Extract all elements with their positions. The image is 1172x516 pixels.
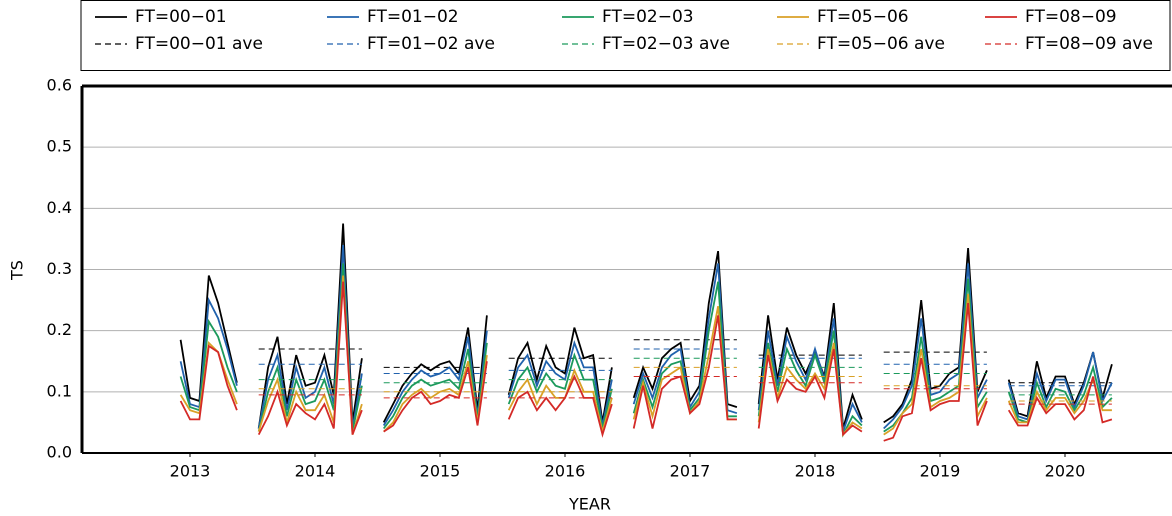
y-tick-label: 0.0	[47, 443, 72, 462]
legend-box	[80, 0, 1171, 71]
series-line	[258, 366, 1112, 402]
legend-label: FT=00−01	[135, 7, 227, 27]
legend-label: FT=05−06	[817, 7, 909, 27]
y-tick-label: 0.1	[47, 381, 72, 400]
x-tick-label: 2016	[545, 462, 586, 481]
x-tick-label: 2019	[920, 462, 961, 481]
legend-label: FT=00−01 ave	[135, 34, 263, 54]
y-tick-label: 0.4	[47, 198, 72, 217]
series-line	[258, 339, 1112, 384]
series-line	[258, 348, 1112, 387]
series-line	[258, 357, 1112, 396]
x-tick-label: 2013	[170, 462, 211, 481]
series-line	[179, 263, 1113, 438]
x-tick-label: 2020	[1045, 462, 1086, 481]
legend-label: FT=08−09 ave	[1025, 34, 1153, 54]
x-tick-label: 2017	[670, 462, 711, 481]
y-axis-label: TS	[8, 260, 27, 281]
legend-label: FT=01−02 ave	[367, 34, 495, 54]
series-line	[258, 376, 1112, 405]
legend-label: FT=08−09	[1025, 7, 1117, 27]
x-tick-label: 2014	[295, 462, 336, 481]
legend-label: FT=02−03 ave	[602, 34, 730, 54]
legend-label: FT=02−03	[602, 7, 694, 27]
y-tick-label: 0.3	[47, 259, 72, 278]
series-line	[179, 281, 1113, 442]
y-tick-label: 0.6	[47, 76, 72, 95]
x-tick-label: 2018	[795, 462, 836, 481]
legend-label: FT=05−06 ave	[817, 34, 945, 54]
y-tick-label: 0.2	[47, 320, 72, 339]
x-axis-label: YEAR	[568, 495, 611, 514]
y-tick-label: 0.5	[47, 137, 72, 156]
legend-label: FT=01−02	[367, 7, 459, 27]
x-tick-label: 2015	[420, 462, 461, 481]
